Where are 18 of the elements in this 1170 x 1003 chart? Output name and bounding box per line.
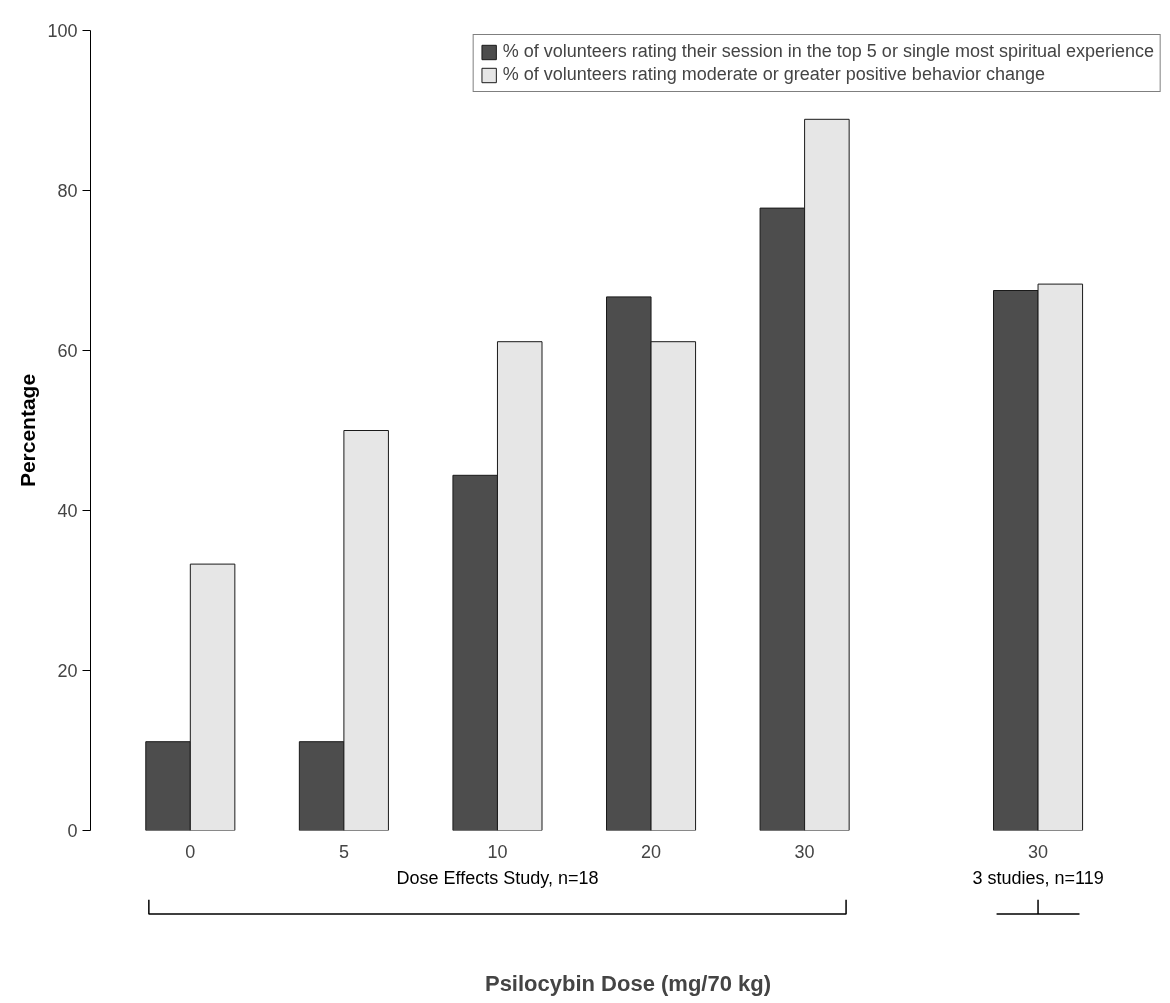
x-tick-label: 10 [487, 841, 508, 862]
legend-label: % of volunteers rating their session in the top 5 or single most spiritual experience [502, 41, 1154, 62]
text: 3 studies, n=119 [972, 867, 1104, 888]
legend-label: % of volunteers rating moderate or greater positive behavior change [502, 64, 1045, 85]
y-tick-label: 100 [47, 21, 78, 41]
y-tick-label: 40 [57, 501, 78, 521]
y-tick-label: 80 [57, 181, 78, 201]
text: Dose Effects Study, n=18 [396, 867, 599, 888]
x-tick-label: 30 [794, 841, 815, 862]
x-tick-label: 20 [641, 841, 662, 862]
y-tick-label: 0 [67, 821, 78, 841]
x-tick-label: 5 [338, 841, 349, 862]
x-tick-label: 0 [185, 841, 196, 862]
y-axis-title: Percentage [16, 373, 40, 488]
y-tick-label: 20 [57, 661, 78, 681]
y-tick-label: 60 [57, 341, 78, 361]
x-tick-label: 30 [1028, 841, 1049, 862]
x-axis-title: Psilocybin Dose (mg/70 kg) [484, 970, 772, 996]
